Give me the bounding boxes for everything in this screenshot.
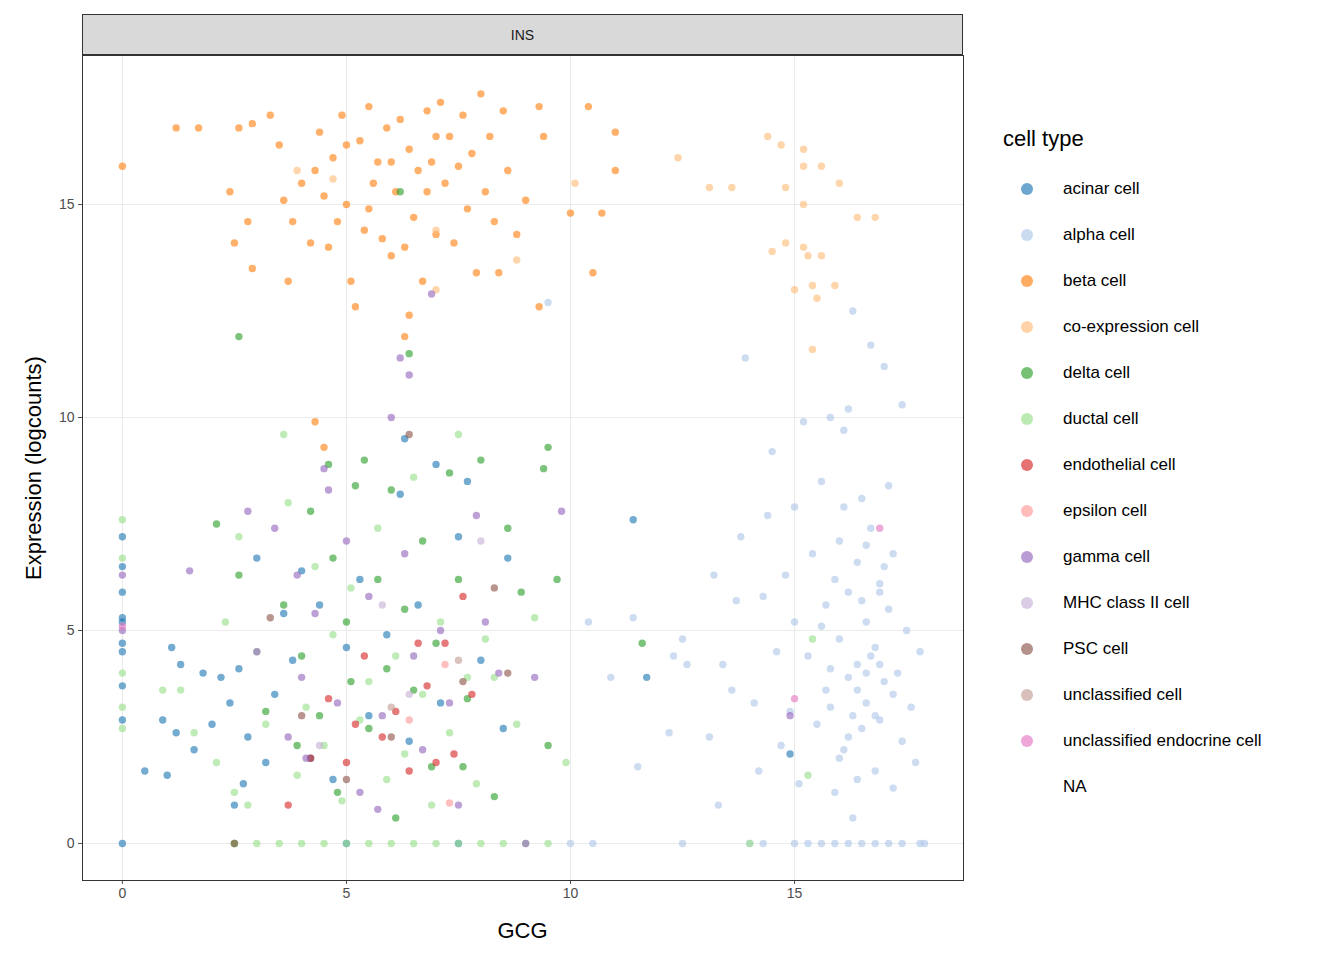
svg-text:0: 0 bbox=[118, 885, 126, 901]
html-text:MHC class II cell: MHC class II cell bbox=[1063, 593, 1190, 612]
svg-text:15: 15 bbox=[787, 885, 803, 901]
svg-text:10: 10 bbox=[563, 885, 579, 901]
html-text:unclassified cell: unclassified cell bbox=[1063, 685, 1183, 704]
svg-text:5: 5 bbox=[67, 622, 75, 638]
html-text:Expression (logcounts): Expression (logcounts) bbox=[21, 355, 46, 580]
html-text:beta cell: beta cell bbox=[1063, 271, 1127, 290]
html-text:gamma cell: gamma cell bbox=[1063, 547, 1150, 566]
svg-text:5: 5 bbox=[343, 885, 351, 901]
html-text:epsilon cell: epsilon cell bbox=[1063, 501, 1148, 520]
html-text:acinar cell: acinar cell bbox=[1063, 179, 1140, 198]
html-text:delta cell: delta cell bbox=[1063, 363, 1131, 382]
html-text:endothelial cell: endothelial cell bbox=[1063, 455, 1176, 474]
html-text:ductal cell: ductal cell bbox=[1063, 409, 1139, 428]
svg-text:0: 0 bbox=[67, 835, 75, 851]
html-text:unclassified endocrine cell: unclassified endocrine cell bbox=[1063, 731, 1262, 750]
html-text:cell type: cell type bbox=[1003, 126, 1084, 151]
html-text:alpha cell: alpha cell bbox=[1063, 225, 1135, 244]
svg-text:15: 15 bbox=[59, 196, 75, 212]
html-text:INS: INS bbox=[510, 26, 535, 43]
html-text:GCG: GCG bbox=[497, 918, 548, 943]
html-text:co-expression cell: co-expression cell bbox=[1063, 317, 1200, 336]
svg-text:10: 10 bbox=[59, 409, 75, 425]
html-text:NA: NA bbox=[1063, 777, 1087, 796]
html-text:PSC cell: PSC cell bbox=[1063, 639, 1129, 658]
